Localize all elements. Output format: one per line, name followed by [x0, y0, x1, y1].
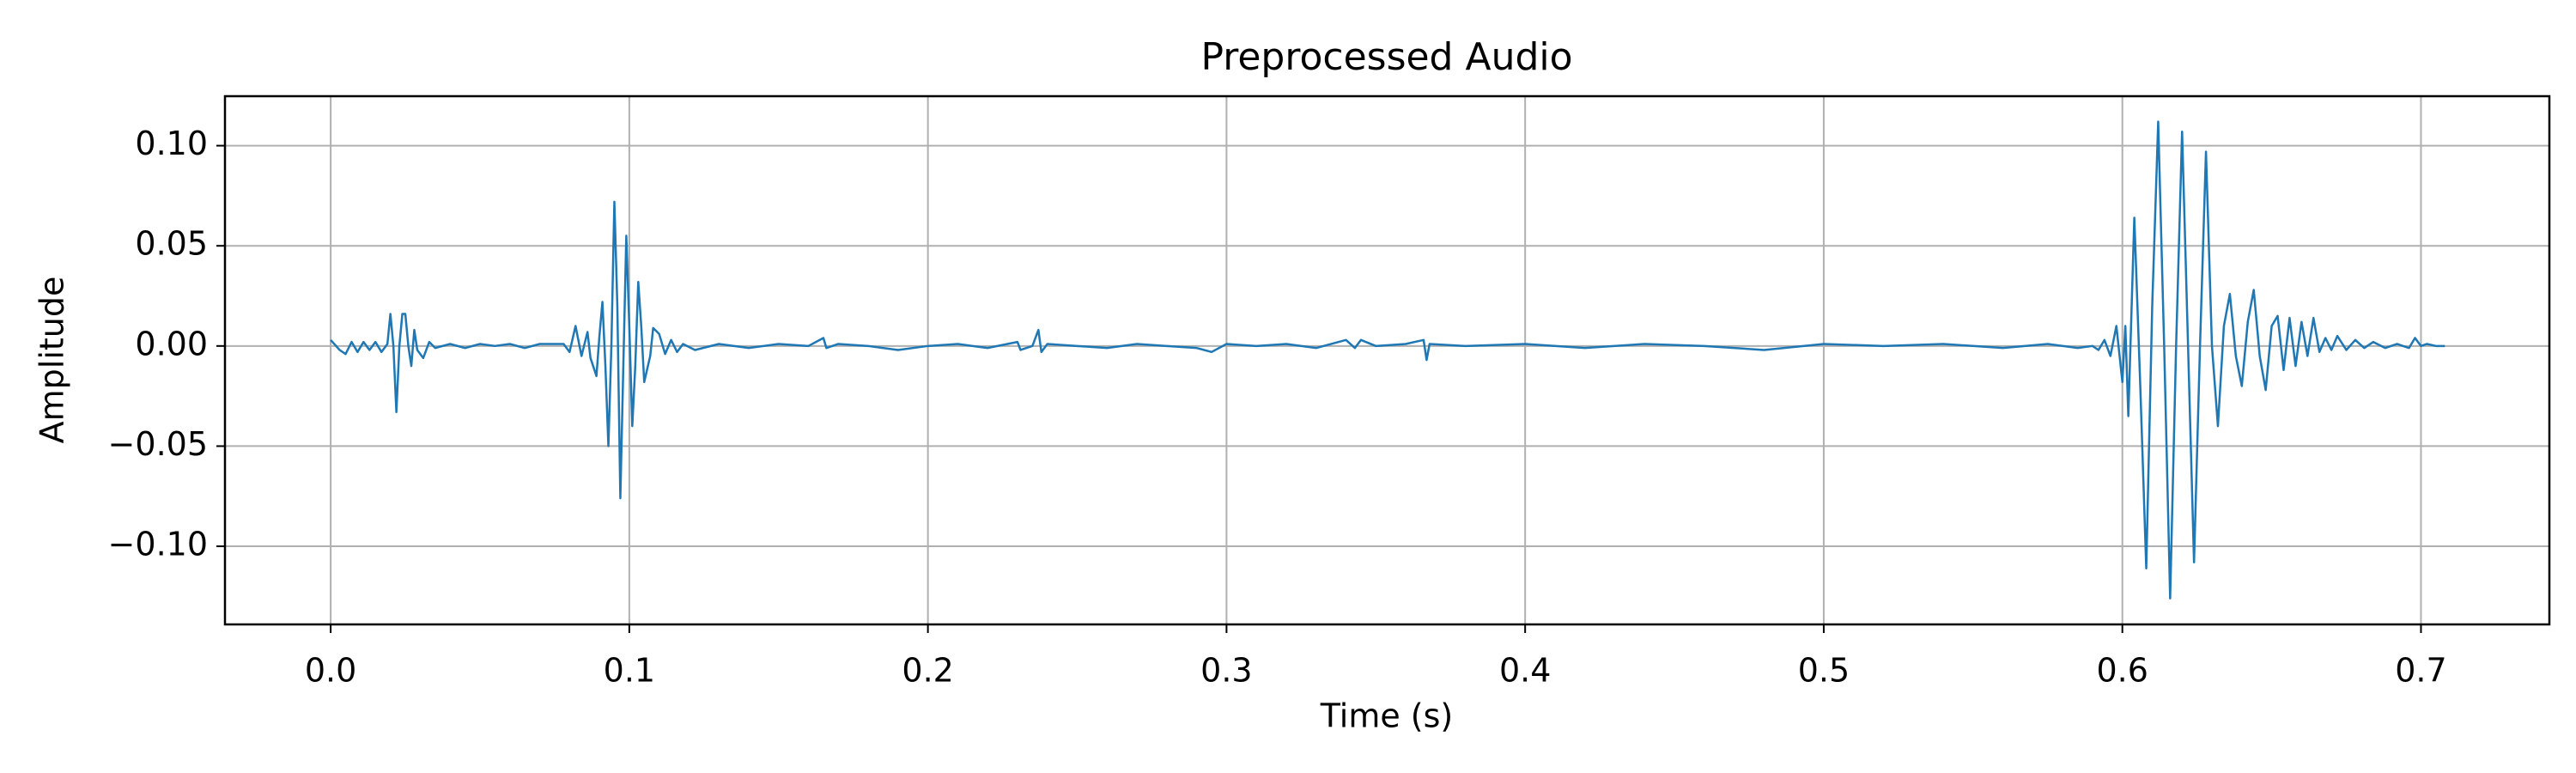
- y-tick-label: 0.10: [135, 125, 208, 162]
- x-tick-label: 0.2: [902, 652, 953, 690]
- plot-frame: [223, 94, 2551, 626]
- y-axis-label: Amplitude: [33, 277, 71, 444]
- x-tick-label: 0.3: [1200, 652, 1252, 690]
- x-tick-label: 0.4: [1499, 652, 1551, 690]
- x-axis-label: Time (s): [1320, 697, 1454, 735]
- y-tick-label: 0.00: [135, 325, 208, 362]
- x-tick-label: 0.6: [2096, 652, 2148, 690]
- x-tick-label: 0.0: [305, 652, 356, 690]
- y-tick-label: 0.05: [135, 225, 208, 263]
- y-tick-label: −0.10: [108, 526, 208, 563]
- x-tick-label: 0.5: [1798, 652, 1850, 690]
- x-tick-label: 0.7: [2395, 652, 2446, 690]
- x-tick-label: 0.1: [604, 652, 655, 690]
- chart-title: Preprocessed Audio: [1200, 35, 1572, 79]
- y-tick-label: −0.05: [108, 425, 208, 463]
- waveform-line: [330, 120, 2445, 600]
